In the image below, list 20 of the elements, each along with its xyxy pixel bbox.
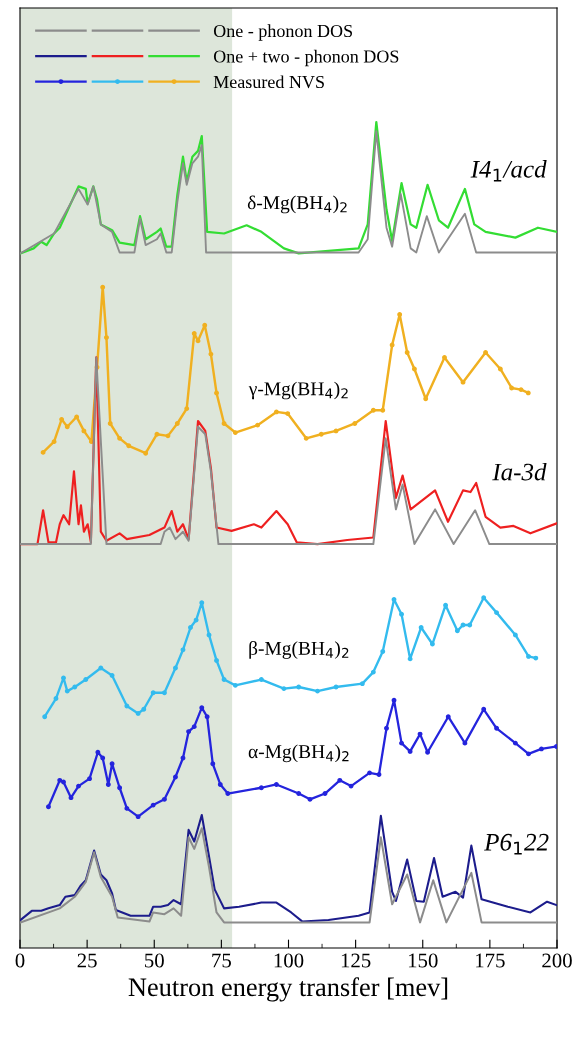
x-axis-title: Neutron energy transfer [mev] [128,977,448,1002]
annotation: I4$_{1}$/acd [470,160,547,182]
legend-label: One - phonon DOS [213,24,352,41]
x-tick-label: 0 [15,953,25,968]
x-tick-label: 25 [77,953,97,968]
annotation: δ-Mg(BH$_{4}$)$_{2}$ [247,195,347,214]
annotation: P6$_{1}$22 [484,833,549,855]
x-tick-label: 100 [274,953,304,968]
x-tick-label: 200 [542,953,572,968]
x-tick-label: 175 [476,953,505,968]
legend-label: One + two - phonon DOS [213,49,399,67]
annotation: γ-Mg(BH$_{4}$)$_{2}$ [248,381,348,400]
annotation: α-Mg(BH$_{4}$)$_{2}$ [248,744,349,763]
x-tick-label: 75 [212,953,231,968]
annotation: β-Mg(BH$_{4}$)$_{2}$ [249,640,349,659]
x-tick-label: 50 [145,953,164,968]
annotation: Ia-3d [492,462,547,481]
x-tick-label: 150 [408,953,438,968]
x-tick-label: 125 [341,953,371,968]
legend-label: Measured NVS [213,75,324,89]
